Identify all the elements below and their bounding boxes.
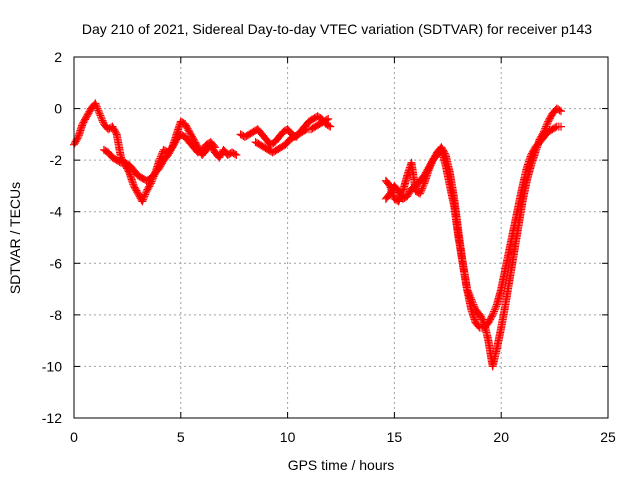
data-point — [209, 141, 218, 150]
data-point — [463, 285, 472, 294]
data-point — [324, 121, 333, 130]
data-point — [419, 181, 428, 190]
data-point — [542, 120, 551, 129]
data-point — [488, 310, 497, 319]
data-point — [91, 99, 100, 108]
x-tick-label: 10 — [280, 429, 296, 445]
data-point — [139, 195, 148, 204]
x-axis-ticks: 0 5 10 15 20 25 — [70, 57, 616, 445]
data-point — [232, 150, 241, 159]
data-point — [98, 116, 107, 125]
data-point — [139, 193, 148, 202]
y-axis-ticks: -12 -10 -8 -6 -4 -2 0 2 — [42, 49, 608, 426]
data-point — [324, 114, 333, 123]
data-point — [425, 164, 434, 173]
data-point — [468, 298, 477, 307]
data-point — [491, 303, 500, 312]
data-point — [465, 290, 474, 299]
grid — [74, 57, 608, 418]
plot-frame — [73, 56, 609, 419]
data-point — [396, 192, 405, 201]
data-point — [557, 122, 566, 131]
x-tick-label: 5 — [177, 429, 185, 445]
data-point — [394, 197, 403, 206]
data-point — [557, 107, 566, 116]
data-point — [97, 113, 106, 122]
y-tick-label: -4 — [50, 204, 63, 220]
data-point — [426, 161, 435, 170]
data-point — [396, 193, 405, 202]
data-point — [555, 106, 564, 115]
data-point — [326, 122, 335, 131]
data-point — [115, 157, 124, 166]
data-point — [467, 295, 476, 304]
data-point — [416, 189, 425, 198]
data-point — [96, 111, 105, 120]
y-tick-label: 2 — [54, 49, 62, 65]
data-point — [397, 190, 406, 199]
data-point — [426, 163, 434, 172]
data-point — [424, 166, 433, 175]
x-tick-label: 0 — [70, 429, 78, 445]
y-tick-label: -2 — [50, 152, 63, 168]
data-point — [465, 291, 474, 300]
data-point — [97, 114, 106, 123]
data-point — [140, 192, 149, 201]
data-point — [540, 126, 549, 135]
y-tick-label: -10 — [42, 358, 62, 374]
data-points — [70, 99, 566, 371]
y-tick-label: 0 — [54, 101, 62, 117]
data-point — [395, 195, 404, 204]
data-point — [490, 307, 499, 316]
data-point — [138, 197, 147, 206]
data-point — [469, 300, 478, 309]
x-tick-label: 25 — [600, 429, 616, 445]
data-point — [470, 302, 479, 311]
data-point — [539, 127, 548, 136]
data-point — [542, 122, 551, 131]
data-point — [210, 143, 219, 152]
data-point — [464, 288, 473, 297]
data-point — [94, 108, 103, 117]
data-point — [418, 182, 427, 191]
x-tick-label: 20 — [493, 429, 509, 445]
data-point — [417, 186, 426, 195]
x-tick-label: 15 — [387, 429, 403, 445]
data-point — [92, 102, 101, 111]
data-point — [463, 286, 472, 295]
data-point — [93, 104, 102, 113]
data-point — [416, 187, 425, 196]
y-axis-label: SDTVAR / TECUs — [7, 182, 23, 294]
y-tick-label: -6 — [50, 255, 63, 271]
data-point — [95, 109, 104, 118]
data-point — [427, 159, 436, 168]
x-axis-label: GPS time / hours — [288, 457, 395, 473]
data-point — [92, 101, 101, 110]
data-point — [94, 106, 103, 115]
data-point — [141, 190, 150, 199]
data-point — [301, 126, 310, 135]
data-point — [466, 293, 475, 302]
data-point — [541, 124, 550, 133]
y-tick-label: -8 — [50, 307, 63, 323]
data-point — [490, 305, 499, 314]
data-point — [230, 150, 239, 159]
chart-title: Day 210 of 2021, Sidereal Day-to-day VTE… — [82, 21, 592, 37]
data-point — [322, 115, 331, 124]
data-point — [489, 309, 498, 318]
data-point — [468, 297, 477, 306]
data-point — [551, 123, 560, 132]
data-point — [418, 184, 427, 193]
y-tick-label: -12 — [42, 410, 62, 426]
